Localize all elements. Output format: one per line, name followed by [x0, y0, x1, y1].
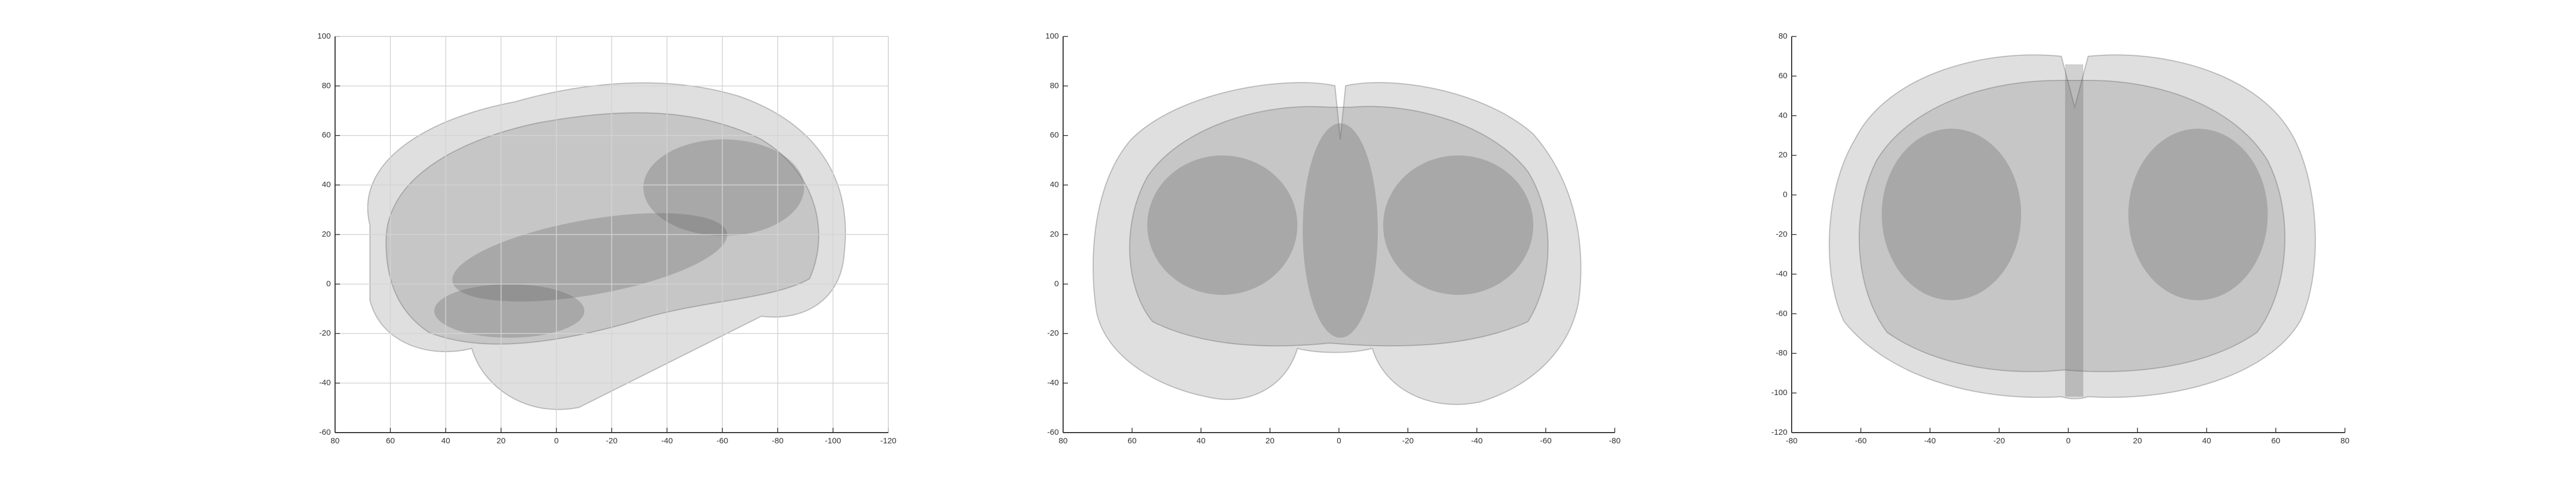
x-tick-label: 0 [1337, 436, 1341, 445]
y-tick-label: 80 [1778, 32, 1787, 41]
y-tick-label: 100 [1045, 32, 1059, 41]
coronal-brain [1092, 82, 1582, 405]
y-tick-label: -40 [1047, 378, 1059, 388]
x-tick-label: -60 [717, 436, 729, 445]
y-tick-label: 40 [1050, 180, 1059, 189]
y-tick-label: -60 [1047, 428, 1059, 437]
y-tick-label: -120 [1771, 428, 1787, 437]
y-tick-label: -40 [1776, 269, 1787, 278]
y-tick-label: 0 [326, 279, 331, 288]
y-tick-label: 40 [322, 180, 331, 189]
y-tick-label: -100 [1771, 388, 1787, 397]
y-tick-label: 0 [1055, 279, 1059, 288]
x-tick-label: 0 [2066, 436, 2070, 445]
y-tick-label: -60 [1776, 309, 1787, 318]
y-tick-label: -20 [319, 329, 331, 338]
x-tick-label: 80 [331, 436, 340, 445]
y-tick-label: 60 [1778, 71, 1787, 80]
x-tick-label: 80 [1059, 436, 1068, 445]
x-tick-label: -80 [1609, 436, 1621, 445]
x-tick-label: -40 [661, 436, 673, 445]
x-tick-label: 20 [496, 436, 506, 445]
y-tick-label: 20 [1778, 151, 1787, 160]
x-tick-label: -60 [1855, 436, 1867, 445]
y-tick-label: -20 [1047, 329, 1059, 338]
y-tick-label: 20 [322, 229, 331, 239]
x-tick-label: 0 [554, 436, 559, 445]
y-tick-label: 100 [317, 32, 331, 41]
x-tick-label: 60 [2271, 436, 2281, 445]
x-tick-label: -40 [1471, 436, 1483, 445]
x-tick-label: 40 [1197, 436, 1206, 445]
y-tick-label: 80 [1050, 81, 1059, 90]
x-tick-label: 20 [2133, 436, 2142, 445]
y-tick-label: -40 [319, 378, 331, 388]
x-tick-label: -40 [1924, 436, 1936, 445]
x-tick-label: -120 [880, 436, 896, 445]
y-tick-label: 40 [1778, 111, 1787, 120]
x-tick-label: 60 [386, 436, 395, 445]
x-tick-label: 40 [2202, 436, 2211, 445]
y-tick-label: 0 [1783, 190, 1787, 199]
y-tick-label: 20 [1050, 229, 1059, 239]
x-tick-label: 60 [1127, 436, 1137, 445]
x-tick-label: 20 [1266, 436, 1275, 445]
x-tick-label: -20 [1402, 436, 1414, 445]
y-tick-label: 80 [322, 81, 331, 90]
x-tick-label: -80 [1786, 436, 1798, 445]
x-tick-label: -60 [1540, 436, 1552, 445]
x-tick-label: -100 [825, 436, 841, 445]
x-tick-label: -20 [606, 436, 618, 445]
x-tick-label: -80 [772, 436, 784, 445]
axial-brain [1829, 54, 2316, 399]
y-tick-label: 60 [322, 131, 331, 140]
y-tick-label: -60 [319, 428, 331, 437]
sagittal-brain [367, 82, 846, 410]
x-tick-label: -20 [1993, 436, 2005, 445]
y-tick-label: 60 [1050, 131, 1059, 140]
x-tick-label: 40 [441, 436, 450, 445]
x-tick-label: 80 [2341, 436, 2350, 445]
y-tick-label: -20 [1776, 229, 1787, 239]
y-tick-label: -80 [1776, 348, 1787, 358]
